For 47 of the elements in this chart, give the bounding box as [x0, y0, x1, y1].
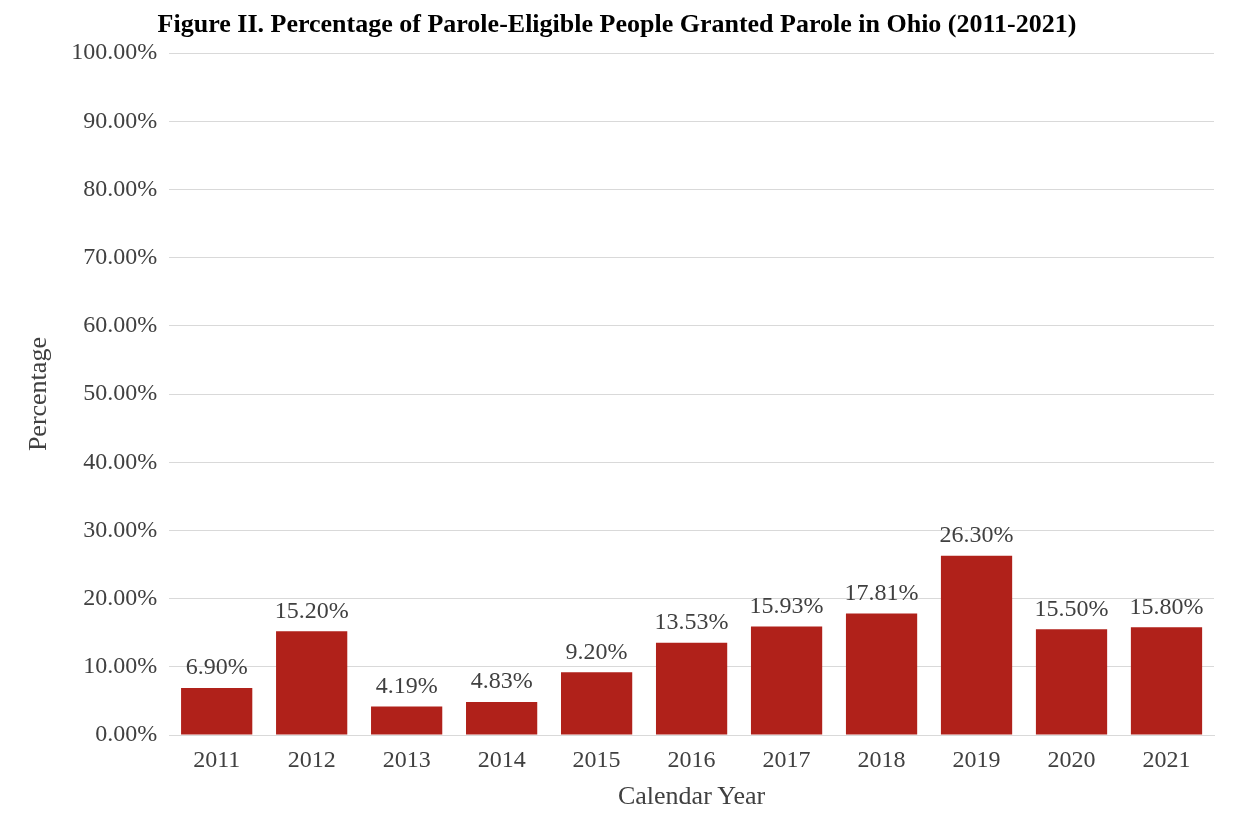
data-label: 4.83%: [470, 667, 533, 694]
bar: [750, 626, 823, 735]
data-label: 15.80%: [1129, 592, 1204, 619]
data-label: 15.93%: [749, 591, 824, 618]
data-label: 17.81%: [844, 578, 919, 605]
data-label: 13.53%: [654, 608, 729, 635]
x-tick-label: 2012: [287, 745, 336, 772]
y-tick-label: 90.00%: [83, 106, 158, 133]
bar: [940, 555, 1013, 735]
x-tick-label: 2021: [1142, 745, 1191, 772]
chart-title: Figure II. Percentage of Parole-Eligible People Granted Parole in Ohio (2011-2021): [157, 9, 1077, 39]
y-tick-label: 70.00%: [83, 243, 158, 270]
y-tick-label: 40.00%: [83, 447, 158, 474]
x-tick-label: 2014: [477, 745, 526, 772]
x-tick-label: 2019: [952, 745, 1001, 772]
bar: [276, 631, 348, 735]
data-label: 26.30%: [939, 520, 1014, 547]
x-tick-label: 2020: [1047, 745, 1096, 772]
bar: [371, 706, 443, 735]
y-tick-label: 60.00%: [83, 311, 158, 338]
y-tick-label: 0.00%: [95, 720, 158, 747]
x-tick-label: 2011: [193, 745, 241, 772]
bar: [466, 702, 538, 735]
bar: [1130, 627, 1203, 735]
y-tick-label: 100.00%: [71, 38, 158, 65]
bar: [845, 613, 918, 735]
data-label: 4.19%: [375, 671, 438, 698]
x-axis-title: Calendar Year: [617, 781, 766, 811]
bar: [181, 687, 253, 735]
data-label: 15.20%: [274, 596, 349, 623]
data-label: 6.90%: [185, 653, 248, 680]
data-label: 15.50%: [1034, 594, 1109, 621]
x-tick-label: 2013: [382, 745, 431, 772]
y-tick-label: 80.00%: [83, 174, 158, 201]
x-tick-label: 2015: [572, 745, 621, 772]
y-tick-label: 20.00%: [83, 583, 158, 610]
y-axis-title: Percentage: [23, 337, 53, 452]
y-tick-label: 50.00%: [83, 379, 158, 406]
x-tick-label: 2017: [762, 745, 811, 772]
bar: [655, 642, 728, 735]
x-tick-label: 2016: [667, 745, 716, 772]
y-tick-label: 30.00%: [83, 515, 158, 542]
bar: [561, 672, 633, 735]
y-tick-label: 10.00%: [83, 652, 158, 679]
data-label: 9.20%: [565, 637, 628, 664]
x-tick-label: 2018: [857, 745, 906, 772]
bar: [1035, 629, 1108, 735]
